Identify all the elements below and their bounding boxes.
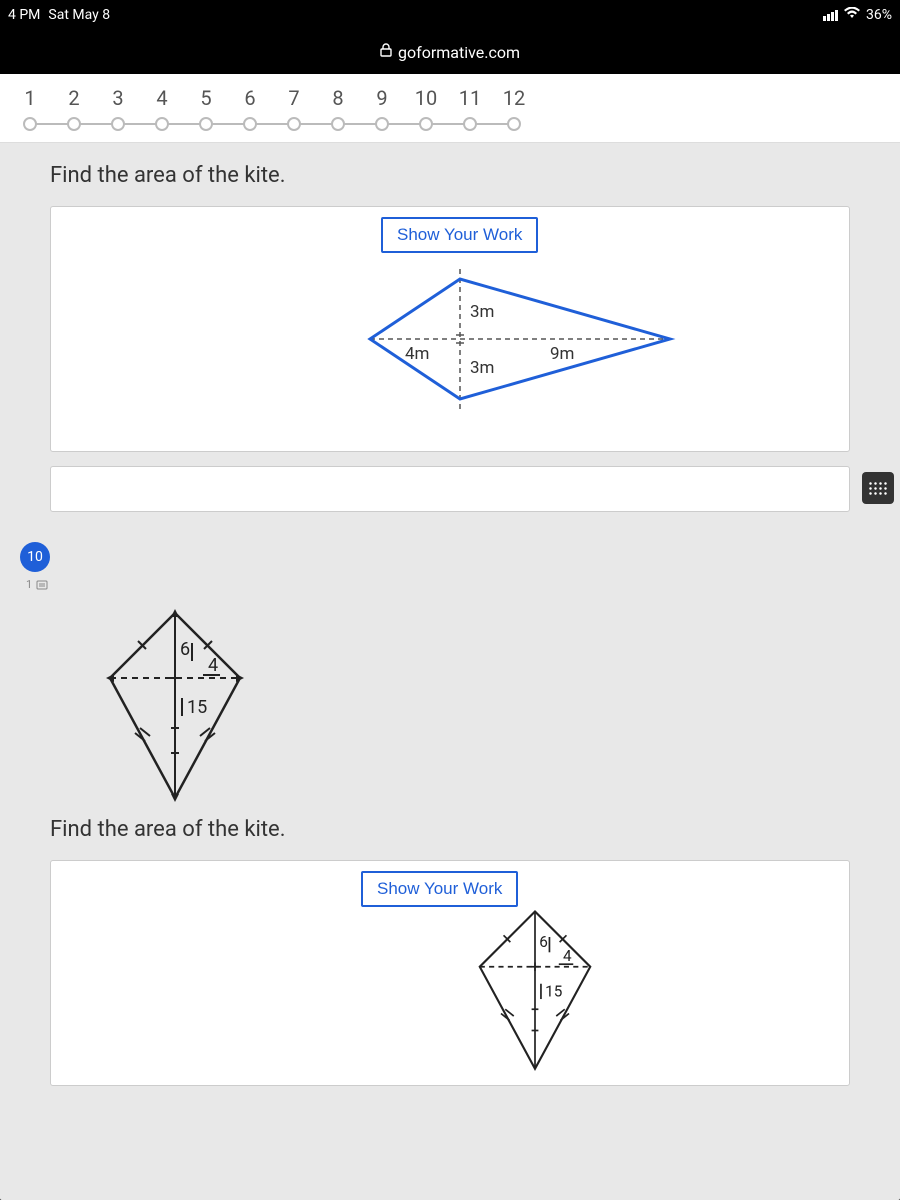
figure-panel: Show Your Work 3m 3m 4m 9m	[50, 206, 850, 452]
show-your-work-button[interactable]: Show Your Work	[361, 871, 518, 907]
question-prompt: Find the area of the kite.	[50, 817, 850, 842]
nav-progress-circle[interactable]	[463, 117, 477, 131]
kite-diagram: 3m 3m 4m 9m	[350, 239, 710, 439]
svg-text:4: 4	[208, 655, 218, 676]
url-text: goformative.com	[398, 43, 520, 62]
math-keypad-icon[interactable]	[862, 472, 894, 504]
question-navigator: 123456789101112	[0, 74, 900, 143]
label-3m-bottom: 3m	[470, 358, 494, 378]
battery-percent: 36%	[866, 7, 892, 23]
lock-icon	[380, 43, 392, 61]
nav-number[interactable]: 5	[184, 86, 228, 110]
question-10: 10 1	[50, 542, 850, 1086]
nav-number[interactable]: 7	[272, 86, 316, 110]
wifi-icon	[844, 7, 860, 23]
svg-text:15: 15	[545, 983, 562, 1001]
label-4m: 4m	[405, 344, 429, 364]
nav-number[interactable]: 6	[228, 86, 272, 110]
question-prompt: Find the area of the kite.	[50, 163, 850, 188]
nav-progress-circle[interactable]	[67, 117, 81, 131]
answer-input[interactable]	[50, 466, 850, 512]
figure-panel: Show Your Work 6 4	[50, 860, 850, 1086]
nav-progress-circle[interactable]	[155, 117, 169, 131]
nav-number[interactable]: 11	[448, 86, 492, 110]
browser-address-bar[interactable]: goformative.com	[0, 30, 900, 74]
nav-number[interactable]: 9	[360, 86, 404, 110]
nav-progress-circle[interactable]	[331, 117, 345, 131]
status-time: 4 PM	[8, 7, 40, 23]
status-date: Sat May 8	[48, 7, 110, 23]
nav-connector-line	[30, 123, 514, 125]
cellular-icon	[823, 10, 838, 21]
nav-number[interactable]: 8	[316, 86, 360, 110]
points-icon	[36, 580, 48, 590]
page-content: 123456789101112 Find the area of the kit…	[0, 74, 900, 1200]
label-3m-top: 3m	[470, 302, 494, 322]
kite-diagram-small: 6 4 15	[450, 903, 620, 1073]
nav-progress-circle[interactable]	[199, 117, 213, 131]
nav-progress-circle[interactable]	[419, 117, 433, 131]
nav-progress-circle[interactable]	[507, 117, 521, 131]
ipad-status-bar: 4 PM Sat May 8 36%	[0, 0, 900, 30]
show-your-work-button[interactable]: Show Your Work	[381, 217, 538, 253]
question-number-badge: 10	[20, 542, 50, 572]
nav-progress-circle[interactable]	[111, 117, 125, 131]
label-9m: 9m	[550, 344, 574, 364]
nav-number[interactable]: 12	[492, 86, 536, 110]
nav-number[interactable]: 1	[8, 86, 52, 110]
question-points: 1	[26, 578, 850, 591]
nav-number[interactable]: 3	[96, 86, 140, 110]
nav-progress-circle[interactable]	[23, 117, 37, 131]
svg-text:4: 4	[563, 947, 572, 965]
nav-number[interactable]: 4	[140, 86, 184, 110]
nav-number[interactable]: 10	[404, 86, 448, 110]
question-9: Find the area of the kite. Show Your Wor…	[50, 163, 850, 512]
kite-thumbnail: 6 4 15	[90, 603, 850, 807]
nav-progress-circle[interactable]	[243, 117, 257, 131]
svg-text:6: 6	[539, 933, 548, 951]
nav-number[interactable]: 2	[52, 86, 96, 110]
nav-progress-circle[interactable]	[287, 117, 301, 131]
svg-text:6: 6	[180, 639, 190, 660]
svg-text:15: 15	[187, 697, 207, 718]
nav-progress-circle[interactable]	[375, 117, 389, 131]
